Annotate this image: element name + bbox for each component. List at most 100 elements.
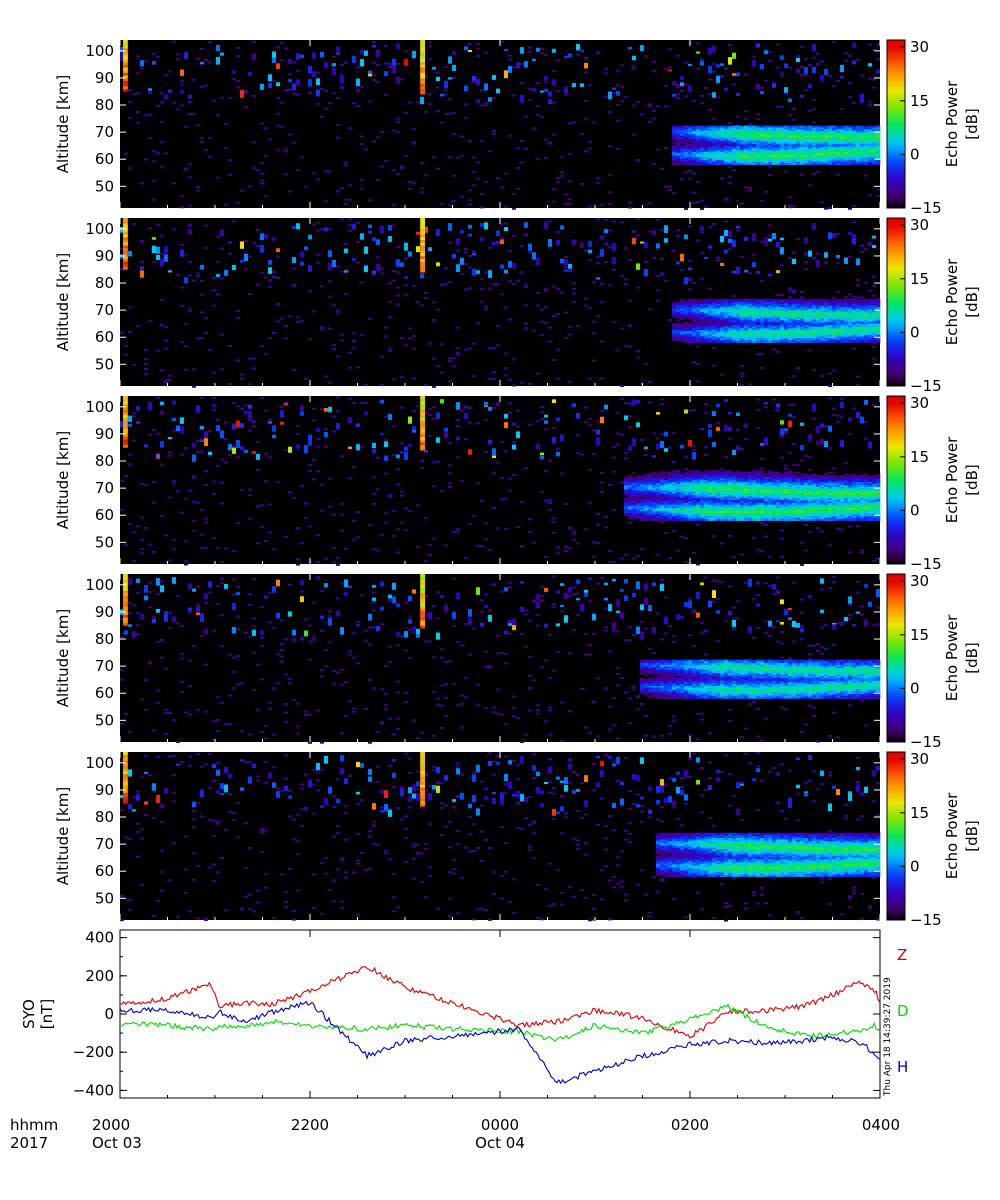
echo-layer-cell — [672, 339, 677, 342]
echo-layer-cell — [776, 300, 781, 303]
echo-layer-cell — [840, 323, 845, 326]
echo-noise-cell — [192, 279, 196, 282]
echo-layer-cell — [828, 153, 833, 156]
echo-layer-cell — [864, 153, 869, 156]
echo-layer-cell — [852, 316, 857, 319]
echo-cell — [852, 60, 856, 65]
echo-noise-cell — [612, 446, 616, 449]
echo-layer-cell — [788, 298, 793, 301]
echo-noise-cell — [352, 538, 356, 541]
echo-layer-cell — [676, 303, 681, 306]
echo-layer-cell — [712, 323, 717, 326]
echo-noise-cell — [216, 176, 220, 179]
echo-noise-cell — [876, 188, 880, 191]
echo-layer-cell — [744, 336, 749, 339]
echo-layer-cell — [728, 310, 733, 313]
echo-noise-cell — [560, 171, 564, 174]
echo-layer-cell — [696, 127, 701, 130]
echo-noise-cell — [784, 170, 788, 173]
echo-noise-cell — [848, 54, 852, 57]
echo-layer-cell — [716, 306, 721, 309]
echo-noise-cell — [260, 504, 264, 507]
echo-noise-cell — [648, 202, 652, 205]
echo-noise-cell — [148, 401, 152, 404]
echo-layer-cell — [700, 323, 705, 326]
echo-layer-cell — [836, 128, 841, 131]
echo-layer-cell — [704, 334, 709, 337]
echo-layer-cell — [708, 156, 713, 159]
echo-layer-cell — [712, 331, 717, 334]
echo-layer-cell — [752, 141, 757, 144]
echo-layer-cell — [808, 316, 813, 319]
echo-noise-cell — [696, 67, 700, 70]
echo-layer-cell — [764, 163, 769, 165]
echo-noise-cell — [228, 453, 232, 456]
echo-cell — [240, 241, 244, 249]
echo-layer-cell — [728, 135, 733, 138]
echo-layer-cell — [824, 145, 829, 148]
echo-layer-cell — [844, 329, 849, 332]
echo-layer-cell — [832, 150, 837, 152]
echo-layer-cell — [676, 311, 681, 314]
echo-noise-cell — [780, 555, 784, 558]
echo-layer-cell — [764, 318, 769, 321]
echo-layer-cell — [800, 125, 805, 128]
echo-layer-cell — [780, 332, 785, 335]
echo-cell — [700, 60, 704, 66]
echo-noise-cell — [356, 88, 360, 91]
echo-layer-cell — [704, 326, 709, 329]
echo-layer-cell — [732, 130, 737, 133]
echo-noise-cell — [264, 155, 268, 158]
echo-layer-cell — [764, 306, 769, 309]
echo-noise-cell — [716, 421, 720, 424]
echo-noise-cell — [312, 458, 316, 461]
echo-layer-cell — [696, 161, 701, 164]
echo-noise-cell — [868, 43, 872, 46]
echo-burst-cell — [123, 253, 128, 257]
echo-cell — [436, 437, 440, 443]
echo-noise-cell — [500, 476, 504, 479]
echo-noise-cell — [336, 97, 340, 100]
echo-noise-cell — [512, 384, 516, 387]
echo-layer-cell — [828, 159, 833, 162]
echo-layer-cell — [744, 310, 749, 313]
echo-cell — [480, 222, 484, 227]
echo-noise-cell — [152, 52, 156, 55]
echo-layer-cell — [716, 311, 721, 314]
echo-layer-cell — [784, 337, 789, 340]
echo-noise-cell — [608, 245, 612, 248]
echo-layer-cell — [864, 305, 869, 308]
echo-layer-cell — [876, 153, 881, 156]
echo-cell — [736, 92, 740, 96]
echo-layer-cell — [732, 319, 737, 322]
y-tick-label: 100 — [85, 42, 114, 60]
echo-layer-cell — [716, 156, 721, 159]
echo-noise-cell — [616, 70, 620, 73]
echo-layer-cell — [876, 146, 881, 149]
echo-noise-cell — [864, 421, 868, 424]
echo-noise-cell — [444, 89, 448, 92]
echo-noise-cell — [448, 156, 452, 159]
echo-layer-cell — [748, 135, 753, 138]
echo-noise-cell — [684, 95, 688, 98]
echo-cell — [444, 431, 448, 439]
echo-layer-cell — [764, 337, 769, 340]
echo-cell — [276, 82, 280, 87]
echo-layer-cell — [820, 125, 825, 128]
echo-noise-cell — [392, 204, 396, 207]
echo-layer-cell — [788, 132, 793, 135]
echo-layer-cell — [876, 156, 881, 159]
echo-layer-cell — [720, 306, 725, 309]
echo-layer-cell — [728, 163, 733, 165]
echo-noise-cell — [280, 405, 284, 408]
echo-layer-cell — [732, 337, 737, 340]
echo-layer-cell — [824, 339, 829, 342]
echo-noise-cell — [796, 124, 800, 127]
echo-layer-cell — [784, 140, 789, 143]
echo-layer-cell — [676, 133, 681, 136]
echo-noise-cell — [804, 58, 808, 61]
echo-layer-cell — [824, 151, 829, 154]
echo-noise-cell — [700, 58, 704, 61]
echo-layer-cell — [676, 143, 681, 146]
echo-layer-cell — [860, 143, 865, 146]
